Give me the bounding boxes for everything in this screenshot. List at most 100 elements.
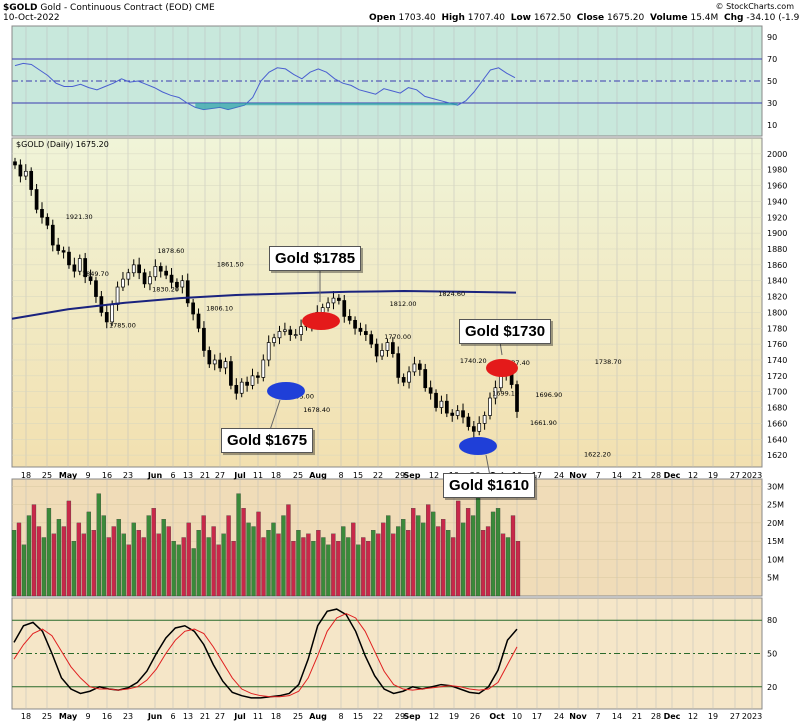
stochastic-fast-line bbox=[13, 608, 518, 699]
x-tick-label: 11 bbox=[253, 712, 263, 721]
price-marker-ellipse bbox=[267, 382, 305, 400]
price-annotation: 1737.40 bbox=[503, 359, 530, 367]
candle-body bbox=[444, 400, 449, 414]
volume-bar bbox=[505, 537, 511, 597]
x-tick-label: 2023 bbox=[742, 712, 762, 721]
volume-bar bbox=[301, 537, 306, 597]
x-tick-label: 28 bbox=[651, 712, 661, 721]
candle-body bbox=[40, 208, 44, 218]
x-tick-label: 22 bbox=[373, 712, 383, 721]
price-tick-label: 1760 bbox=[767, 340, 787, 349]
candle-body bbox=[299, 326, 303, 335]
volume-bar bbox=[356, 544, 361, 597]
x-tick-label: Jul bbox=[233, 471, 246, 480]
x-tick-label: 25 bbox=[42, 471, 52, 480]
candle-body bbox=[455, 410, 460, 416]
candle-body bbox=[191, 302, 195, 315]
candle-body bbox=[45, 216, 50, 226]
high-label: High bbox=[441, 13, 465, 23]
candle-body bbox=[326, 302, 330, 309]
volume-bar bbox=[16, 522, 22, 597]
candle-body bbox=[104, 312, 109, 323]
candle-body bbox=[288, 329, 293, 335]
candle-body bbox=[347, 316, 352, 321]
candle-body bbox=[180, 280, 185, 288]
volume-bar bbox=[101, 515, 106, 597]
x-tick-label: 18 bbox=[271, 471, 281, 480]
volume-bar bbox=[455, 500, 461, 597]
candle-body bbox=[261, 359, 266, 378]
low-value: 1672.50 bbox=[533, 13, 572, 23]
x-tick-label: 7 bbox=[595, 471, 600, 480]
chart-symbol: $GOLD bbox=[3, 3, 38, 13]
x-tick-label: 14 bbox=[612, 471, 622, 480]
candle-body bbox=[256, 375, 260, 378]
volume-tick-label: 5M bbox=[767, 574, 779, 583]
price-annotation: 1738.70 bbox=[595, 358, 622, 366]
volume-bar bbox=[216, 544, 221, 597]
rsi-tick-label: 10 bbox=[767, 121, 777, 130]
x-tick-label: 6 bbox=[170, 712, 175, 721]
close-label: Close bbox=[576, 13, 605, 23]
candle-body bbox=[137, 264, 142, 274]
candle-body bbox=[83, 258, 88, 278]
price-tick-label: 1740 bbox=[767, 356, 787, 365]
volume-tick-label: 30M bbox=[767, 482, 784, 491]
price-annotation: 1661.90 bbox=[530, 419, 557, 427]
x-tick-label: 17 bbox=[532, 712, 542, 721]
volume-bar bbox=[91, 530, 96, 597]
x-tick-label: 27 bbox=[215, 712, 225, 721]
candle-body bbox=[488, 397, 492, 416]
x-tick-label: 12 bbox=[688, 471, 698, 480]
candle-body bbox=[77, 258, 82, 272]
candle-body bbox=[196, 313, 201, 329]
volume-bar bbox=[396, 526, 401, 597]
price-annotation: 1696.90 bbox=[535, 391, 562, 399]
volume-bar bbox=[431, 511, 436, 597]
candle-body bbox=[266, 342, 271, 361]
price-tick-label: 1720 bbox=[767, 372, 787, 381]
price-annotation: 1785.00 bbox=[109, 321, 136, 329]
x-tick-label: 26 bbox=[470, 712, 480, 721]
price-annotation: 1921.30 bbox=[66, 213, 93, 221]
volume-bar bbox=[211, 526, 216, 597]
x-tick-label: 13 bbox=[183, 471, 193, 480]
volume-value: 15.4M bbox=[690, 13, 719, 23]
candle-body bbox=[374, 343, 379, 357]
price-annotation: 1830.20 bbox=[152, 285, 179, 293]
volume-bar bbox=[445, 530, 451, 597]
chart-symbol-line: $GOLD Gold - Continuous Contract (EOD) C… bbox=[3, 3, 215, 13]
volume-tick-label: 10M bbox=[767, 555, 784, 564]
volume-bar bbox=[406, 530, 411, 597]
volume-bar bbox=[401, 519, 406, 597]
candle-body bbox=[169, 274, 174, 283]
price-tick-label: 1900 bbox=[767, 229, 787, 238]
volume-bar bbox=[440, 519, 446, 597]
volume-bar bbox=[201, 515, 206, 597]
volume-bar bbox=[386, 515, 391, 597]
price-annotation: 1824.60 bbox=[438, 290, 465, 298]
volume-bar bbox=[316, 530, 321, 597]
volume-bar bbox=[36, 526, 42, 597]
candle-body bbox=[353, 319, 357, 329]
price-annotation: 1699.10 bbox=[492, 389, 519, 397]
volume-bar bbox=[470, 515, 476, 597]
volume-bar bbox=[46, 508, 52, 597]
price-annotation: 1622.20 bbox=[584, 450, 611, 458]
candle-body bbox=[218, 359, 222, 369]
x-tick-label: 12 bbox=[429, 712, 439, 721]
candle-body bbox=[482, 415, 487, 424]
volume-bar bbox=[311, 541, 316, 597]
callout-leader-line bbox=[269, 399, 281, 431]
volume-bar bbox=[146, 515, 151, 597]
high-value: 1707.40 bbox=[467, 13, 505, 23]
volume-bar bbox=[156, 533, 161, 597]
volume-bar bbox=[276, 533, 281, 597]
stochastic-tick-label: 50 bbox=[767, 650, 777, 659]
price-annotation: 1812.00 bbox=[390, 300, 417, 308]
price-tick-label: 1940 bbox=[767, 197, 787, 206]
volume-bar bbox=[166, 526, 171, 597]
volume-bar bbox=[256, 511, 261, 597]
x-tick-label: 2023 bbox=[742, 471, 762, 480]
volume-bar bbox=[475, 482, 481, 597]
